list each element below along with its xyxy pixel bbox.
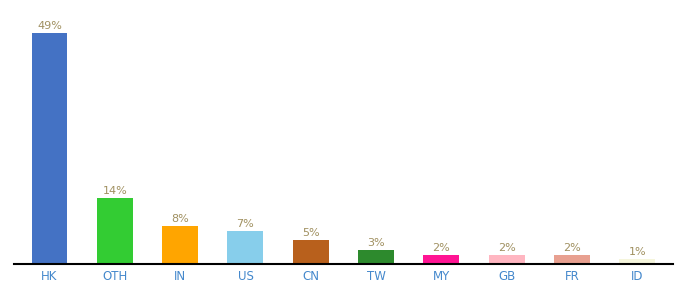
Text: 3%: 3% xyxy=(367,238,385,248)
Text: 7%: 7% xyxy=(237,219,254,229)
Bar xyxy=(424,255,459,264)
Bar xyxy=(228,231,263,264)
Text: 14%: 14% xyxy=(103,186,127,196)
Text: 2%: 2% xyxy=(563,243,581,253)
Text: 1%: 1% xyxy=(628,248,646,257)
Bar xyxy=(619,259,656,264)
Bar xyxy=(31,33,67,264)
Bar xyxy=(293,240,328,264)
Text: 49%: 49% xyxy=(37,21,62,31)
Bar xyxy=(358,250,394,264)
Text: 8%: 8% xyxy=(171,214,189,224)
Bar xyxy=(97,198,133,264)
Bar xyxy=(489,255,525,264)
Text: 2%: 2% xyxy=(498,243,515,253)
Text: 5%: 5% xyxy=(302,229,320,238)
Bar xyxy=(162,226,198,264)
Text: 2%: 2% xyxy=(432,243,450,253)
Bar xyxy=(554,255,590,264)
